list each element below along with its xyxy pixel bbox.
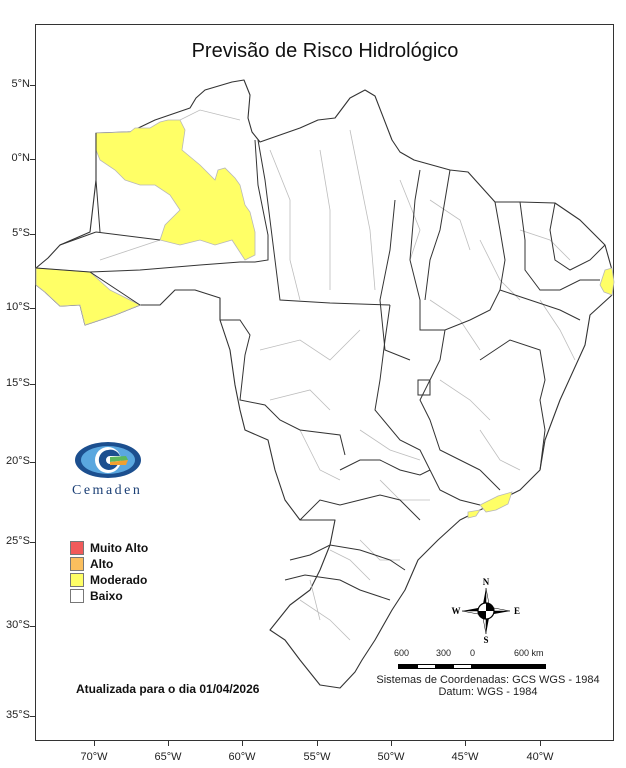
x-tick-label: 70°W <box>80 751 108 763</box>
compass-s: S <box>483 635 488 644</box>
risk-area-rio-de-janeiro <box>479 491 513 513</box>
compass-rose-icon: N S W E <box>452 577 521 644</box>
coordinate-system-info: Sistemas de Coordenadas: GCS WGS - 1984 … <box>368 674 608 698</box>
x-tick-label: 50°W <box>377 751 405 763</box>
x-tick-mark <box>465 741 466 746</box>
compass-e: E <box>514 606 520 616</box>
y-tick-mark <box>30 462 35 463</box>
x-tick-label: 55°W <box>303 751 331 763</box>
y-tick-label: 5°S <box>12 227 30 239</box>
crs-line1: Sistemas de Coordenadas: GCS WGS - 1984 <box>376 674 600 686</box>
cemaden-logo-text: Cemaden <box>72 483 143 498</box>
state-borders <box>35 133 606 601</box>
y-tick-label: 10°S <box>6 301 30 313</box>
y-tick-mark <box>30 716 35 717</box>
map-title: Previsão de Risco Hidrológico <box>191 40 459 62</box>
y-tick-label: 15°S <box>6 377 30 389</box>
cemaden-logo-icon <box>75 442 141 478</box>
scale-label-600km: 600 km <box>514 648 544 658</box>
y-tick-label: 30°S <box>6 619 30 631</box>
legend-item-muito-alto: Muito Alto <box>70 540 148 556</box>
legend-item-baixo: Baixo <box>70 588 148 604</box>
risk-area-rio-coast <box>467 509 481 519</box>
y-tick-label: 35°S <box>6 709 30 721</box>
y-tick-label: 0°N <box>11 152 30 164</box>
legend-swatch-moderado <box>70 573 84 587</box>
updated-date-text: Atualizada para o dia 01/04/2026 <box>76 682 260 696</box>
scale-labels: 600 300 0 600 km <box>380 648 600 661</box>
legend-item-moderado: Moderado <box>70 572 148 588</box>
risk-area-amazonas <box>95 119 256 261</box>
risk-areas-moderado <box>35 119 615 519</box>
scale-bar-graphic <box>380 664 600 669</box>
risk-area-acre <box>35 267 141 326</box>
y-tick-mark <box>30 626 35 627</box>
crs-line2: Datum: WGS - 1984 <box>438 686 538 698</box>
compass-n: N <box>483 577 490 587</box>
legend-label: Baixo <box>90 589 123 603</box>
compass-w: W <box>452 606 461 616</box>
scale-label-0: 0 <box>470 648 476 658</box>
x-tick-mark <box>391 741 392 746</box>
scale-bar: 600 300 0 600 km <box>380 648 600 669</box>
scale-label-300: 300 <box>436 648 452 658</box>
x-tick-mark <box>317 741 318 746</box>
legend-label: Moderado <box>90 573 148 587</box>
legend-swatch-baixo <box>70 589 84 603</box>
x-tick-label: 40°W <box>526 751 554 763</box>
legend-label: Alto <box>90 557 114 571</box>
y-tick-label: 5°N <box>11 78 30 90</box>
y-tick-mark <box>30 85 35 86</box>
y-tick-mark <box>30 542 35 543</box>
y-tick-mark <box>30 384 35 385</box>
scale-label-600: 600 <box>394 648 410 658</box>
legend-label: Muito Alto <box>90 541 149 555</box>
x-tick-mark <box>242 741 243 746</box>
x-tick-mark <box>540 741 541 746</box>
legend: Muito Alto Alto Moderado Baixo <box>70 540 148 604</box>
x-tick-label: 65°W <box>154 751 182 763</box>
y-tick-label: 20°S <box>6 455 30 467</box>
x-tick-label: 45°W <box>451 751 479 763</box>
risk-area-northeast-coast <box>599 267 615 296</box>
y-tick-mark <box>30 308 35 309</box>
x-tick-label: 60°W <box>228 751 256 763</box>
x-tick-mark <box>94 741 95 746</box>
x-tick-mark <box>168 741 169 746</box>
legend-item-alto: Alto <box>70 556 148 572</box>
legend-swatch-alto <box>70 557 84 571</box>
y-tick-label: 25°S <box>6 535 30 547</box>
y-tick-mark <box>30 234 35 235</box>
y-tick-mark <box>30 159 35 160</box>
legend-swatch-muito-alto <box>70 541 84 555</box>
